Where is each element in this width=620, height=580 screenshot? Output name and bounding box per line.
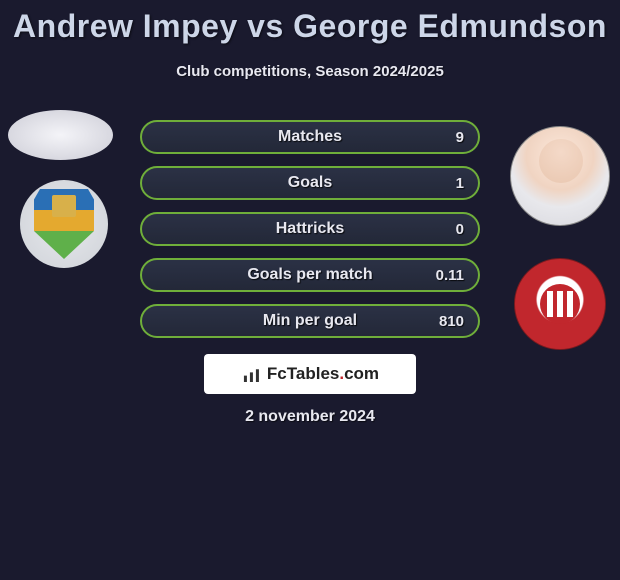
stat-right-value: 810 (439, 313, 464, 330)
watermark: FcTables.com (204, 354, 416, 394)
stat-label: Matches (278, 128, 342, 146)
stats-container: Matches 9 Goals 1 Hattricks 0 Goals per … (0, 120, 620, 350)
page-title: Andrew Impey vs George Edmundson (0, 0, 620, 45)
stat-row: Min per goal 810 (0, 304, 620, 350)
date-label: 2 november 2024 (0, 408, 620, 426)
watermark-text: FcTables.com (267, 364, 379, 384)
stat-pill-goals: Goals 1 (140, 166, 480, 200)
stat-label: Goals per match (247, 266, 372, 284)
stat-label: Goals (288, 174, 332, 192)
stat-pill-matches: Matches 9 (140, 120, 480, 154)
stat-row: Hattricks 0 (0, 212, 620, 258)
stat-pill-min-per-goal: Min per goal 810 (140, 304, 480, 338)
stat-row: Matches 9 (0, 120, 620, 166)
stat-right-value: 0 (456, 221, 464, 238)
stat-right-value: 9 (456, 129, 464, 146)
stat-pill-goals-per-match: Goals per match 0.11 (140, 258, 480, 292)
stat-right-value: 0.11 (436, 267, 464, 284)
stat-label: Min per goal (263, 312, 357, 330)
bar-chart-icon (241, 366, 261, 382)
stat-right-value: 1 (456, 175, 464, 192)
stat-row: Goals per match 0.11 (0, 258, 620, 304)
season-subtitle: Club competitions, Season 2024/2025 (0, 63, 620, 80)
stat-row: Goals 1 (0, 166, 620, 212)
stat-label: Hattricks (276, 220, 344, 238)
stat-pill-hattricks: Hattricks 0 (140, 212, 480, 246)
